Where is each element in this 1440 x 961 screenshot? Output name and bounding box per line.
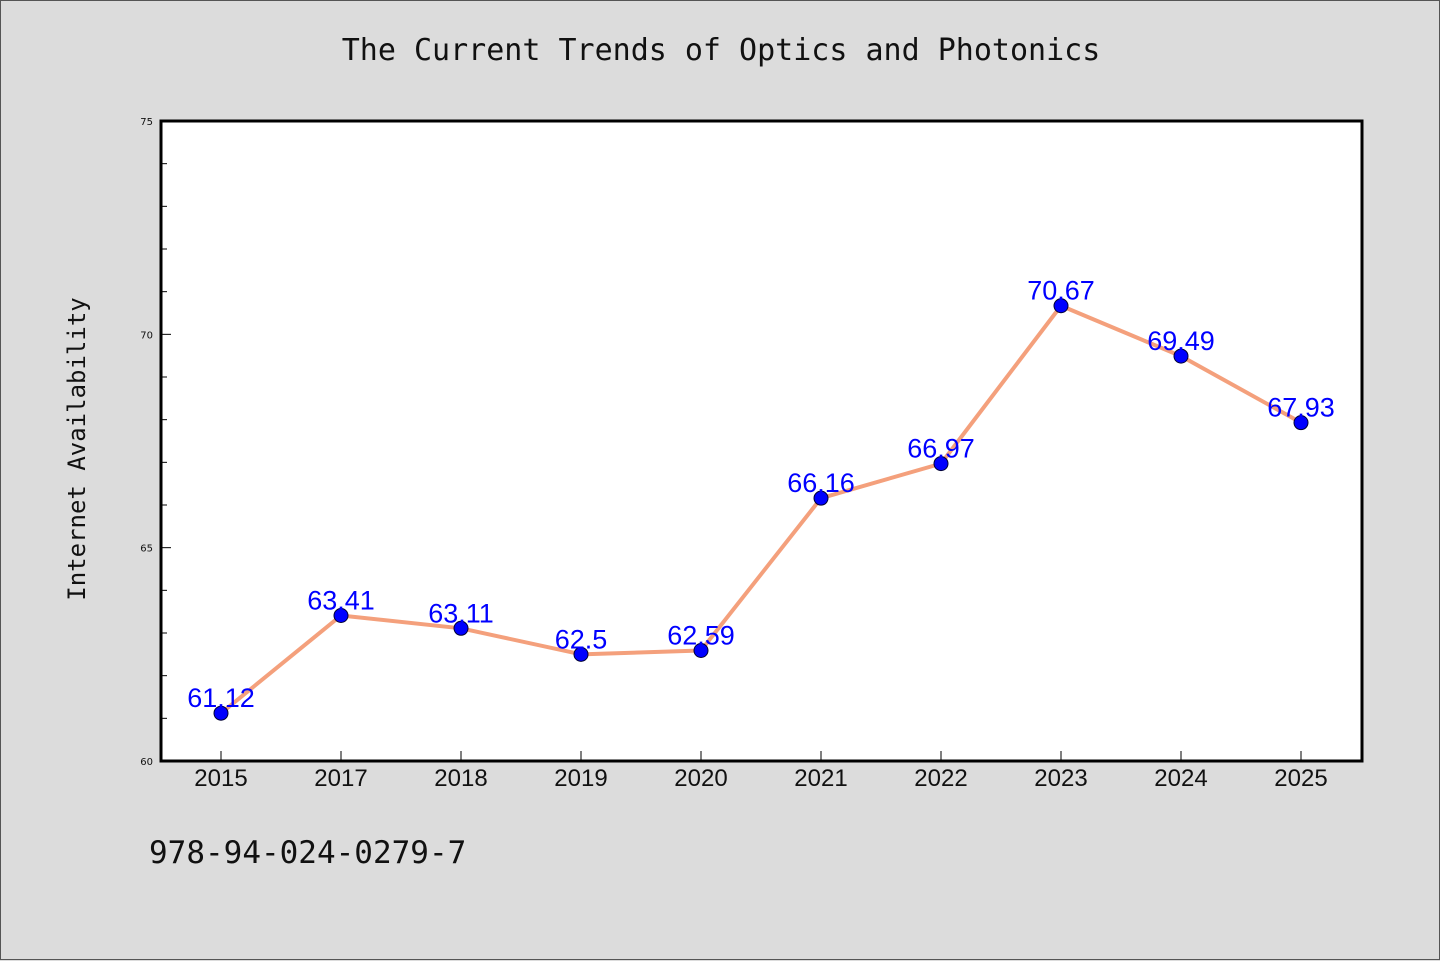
plot-area [161,121,1362,761]
x-tick-label: 2023 [1034,765,1087,792]
x-tick-label: 2017 [314,765,367,792]
x-tick-label: 2019 [554,765,607,792]
data-label: 70.67 [1027,276,1095,306]
data-label: 66.16 [787,468,855,498]
x-tick-label: 2025 [1274,765,1327,792]
data-label: 67.93 [1267,393,1335,423]
data-point [813,490,829,506]
isbn-text: 978-94-024-0279-7 [149,835,467,871]
x-tick-label: 2018 [434,765,487,792]
data-label: 62.59 [667,620,735,650]
data-point [573,646,589,662]
x-tick-label: 2015 [194,765,247,792]
data-point [1053,298,1069,314]
plot-frame [159,119,1364,763]
data-point [693,642,709,658]
data-point [453,620,469,636]
data-point [1293,415,1309,431]
y-tick-label: 70 [140,330,153,341]
y-tick-label: 75 [140,117,153,128]
data-label: 63.11 [428,598,494,628]
data-point [1173,348,1189,364]
y-tick-label: 60 [140,757,153,768]
data-label: 63.41 [307,586,375,616]
x-tick-label: 2021 [794,765,847,792]
chart-title: The Current Trends of Optics and Photoni… [341,33,1101,68]
x-tick-label: 2020 [674,765,727,792]
data-label: 62.5 [555,624,608,654]
data-point [933,456,949,472]
x-tick-label: 2022 [914,765,967,792]
data-label: 69.49 [1147,326,1215,356]
data-point [333,608,349,624]
data-label: 61.12 [187,683,255,713]
series-line [219,303,1303,716]
data-label: 66.97 [907,434,975,464]
data-point [213,705,229,721]
y-tick-label: 65 [140,544,153,555]
x-tick-label: 2024 [1154,765,1207,792]
